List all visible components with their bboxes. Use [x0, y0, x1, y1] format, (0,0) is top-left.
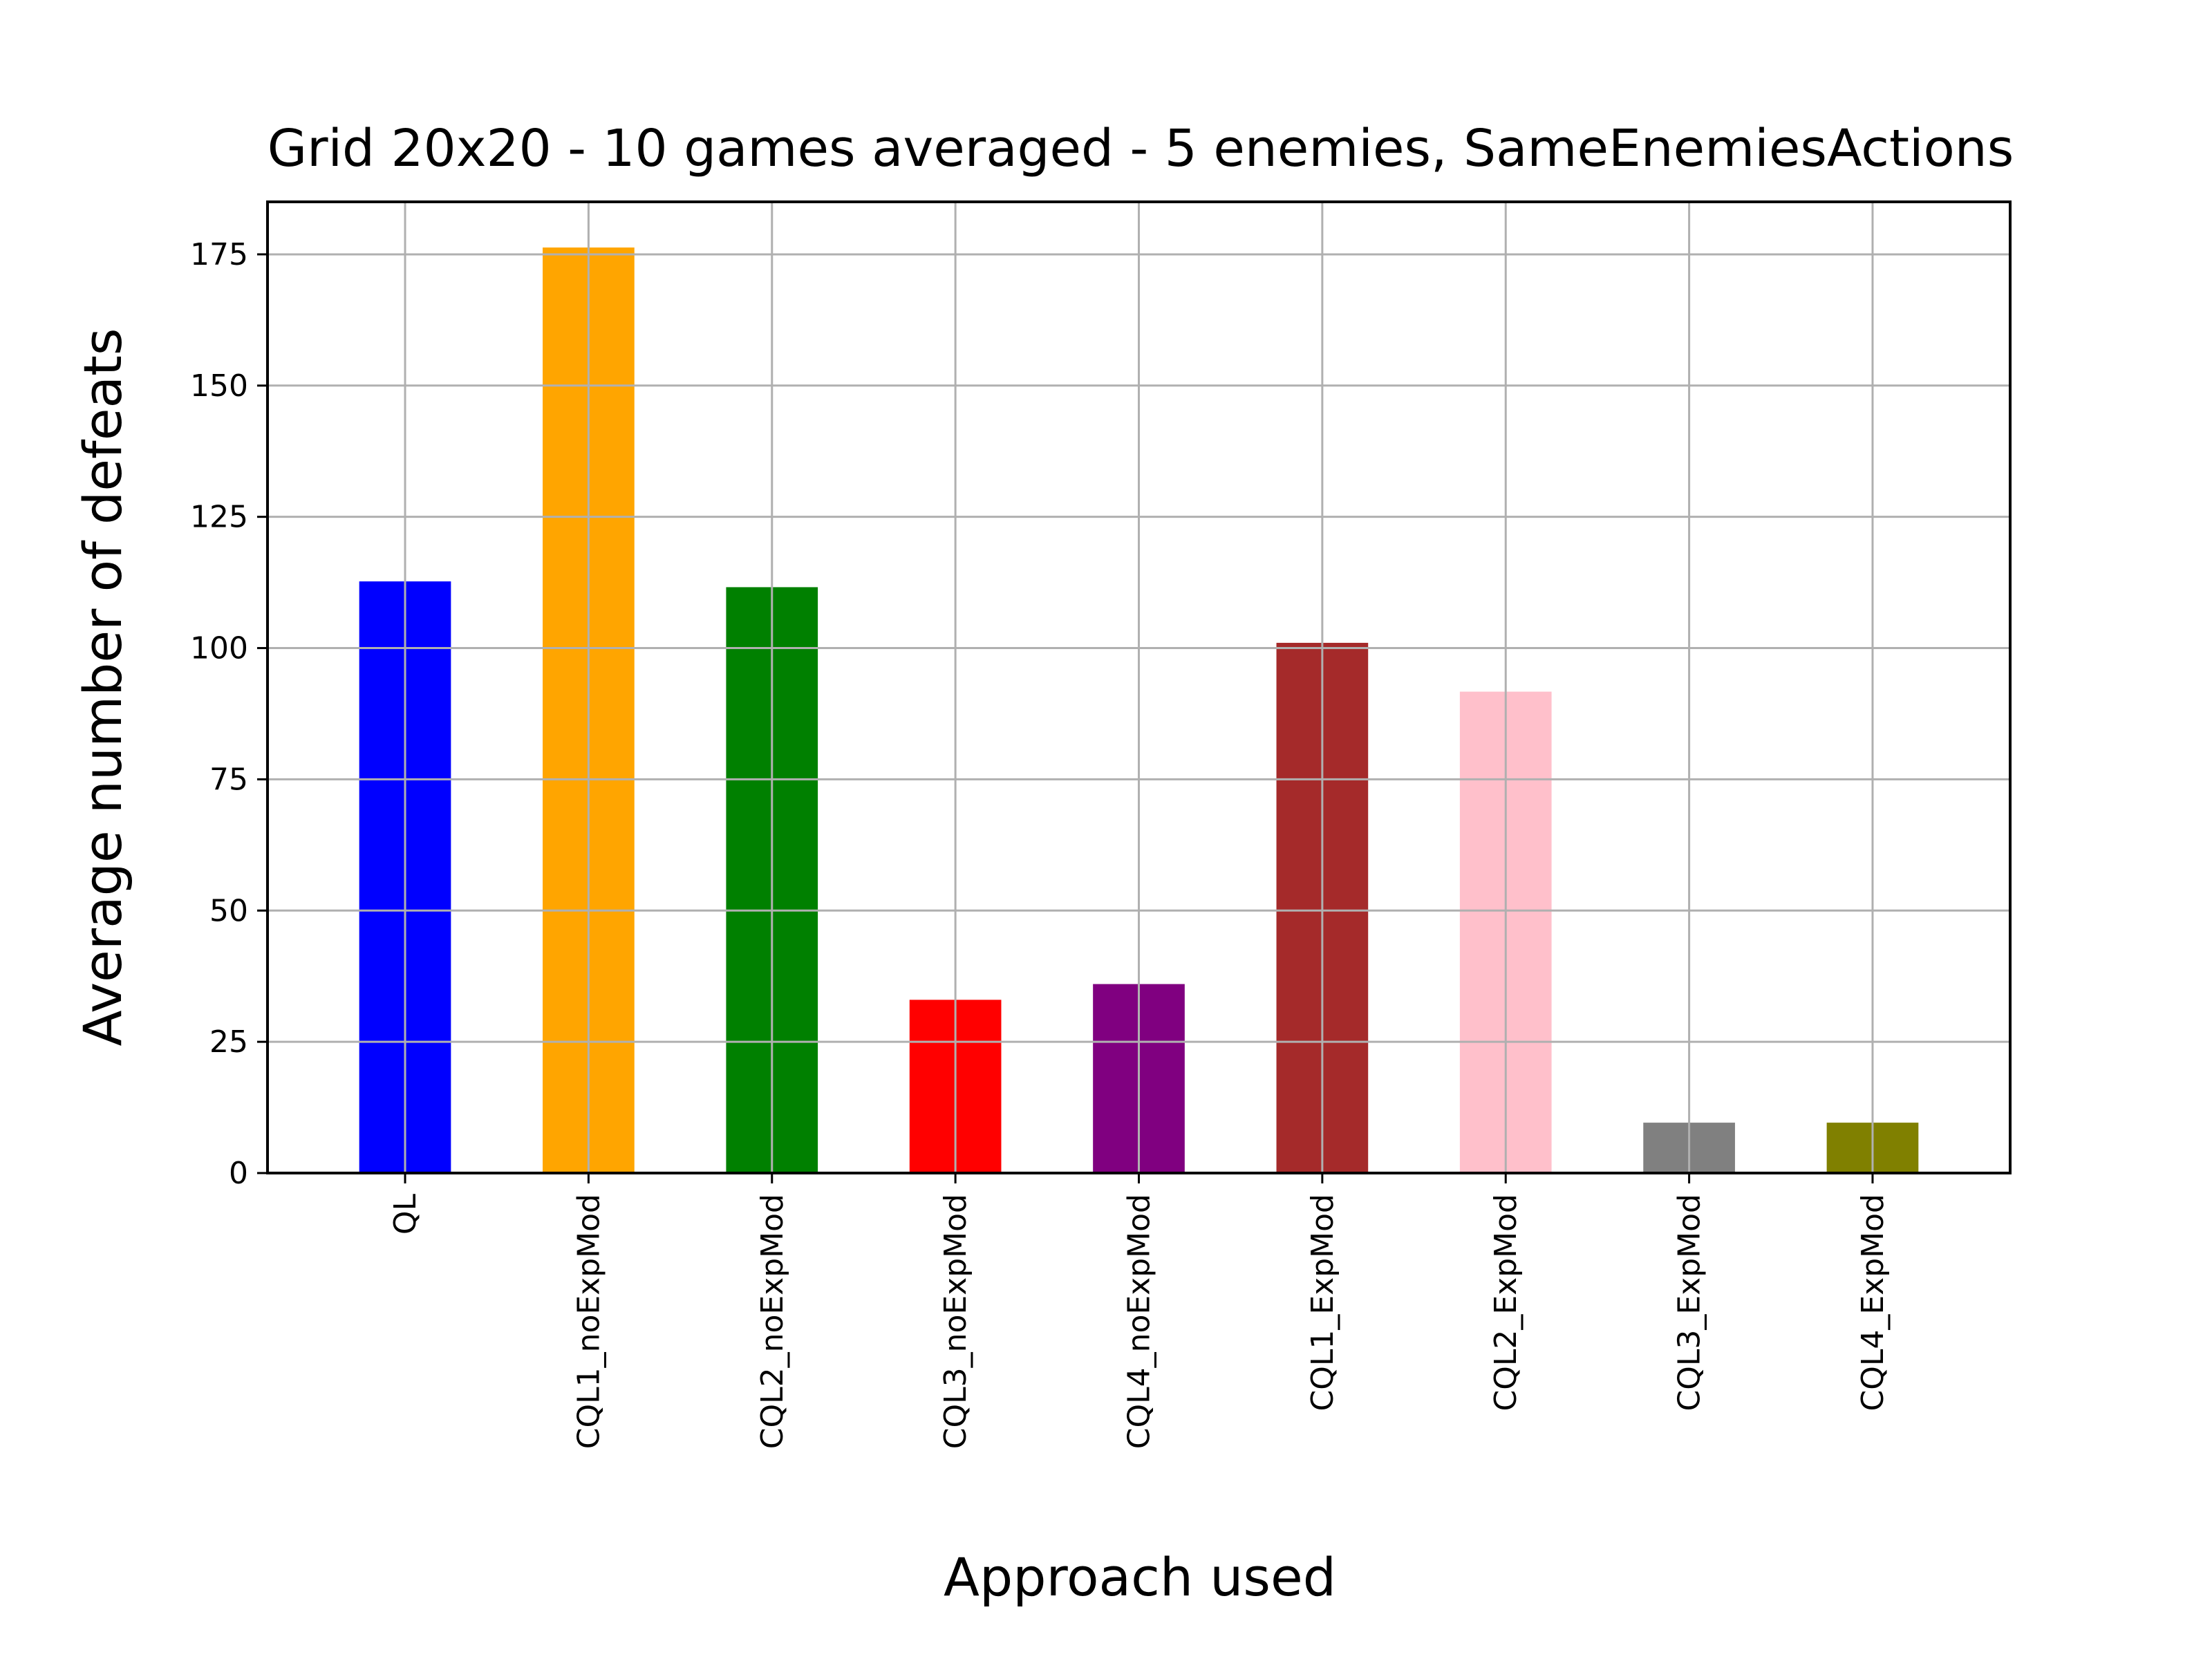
- x-axis-ticks: QL CQL1_noExpMod CQL2_noExpMod CQL3_noExpMo…: [388, 1173, 1891, 1449]
- x-tick-label: CQL4_ExpMod: [1855, 1194, 1891, 1411]
- grid-lines: [268, 202, 2010, 1174]
- chart-title: Grid 20x20 - 10 games averaged - 5 enemi…: [268, 119, 2014, 178]
- x-tick-label: CQL4_noExpMod: [1122, 1194, 1157, 1449]
- plot-frame: [266, 200, 2012, 1174]
- x-tick-label: QL: [388, 1194, 423, 1235]
- x-tick-label: CQL2_noExpMod: [755, 1194, 790, 1449]
- y-tick-label: 125: [190, 500, 248, 535]
- x-axis-label: Approach used: [944, 1546, 1336, 1608]
- y-tick-label: 75: [209, 762, 248, 797]
- y-tick-label: 50: [209, 893, 248, 928]
- y-tick-label: 0: [229, 1156, 248, 1191]
- y-axis-label: Average number of defeats: [72, 328, 133, 1047]
- y-axis-ticks: 0 25 50 75 100 125 150 175: [190, 237, 268, 1191]
- x-tick-label: CQL1_noExpMod: [571, 1194, 606, 1449]
- x-tick-label: CQL3_ExpMod: [1672, 1194, 1707, 1411]
- x-tick-label: CQL2_ExpMod: [1488, 1194, 1524, 1411]
- x-tick-label: CQL3_noExpMod: [938, 1194, 973, 1449]
- y-tick-label: 175: [190, 237, 248, 272]
- y-tick-label: 150: [190, 368, 248, 404]
- y-tick-label: 100: [190, 631, 248, 666]
- x-tick-label: CQL1_ExpMod: [1305, 1194, 1340, 1411]
- y-tick-label: 25: [209, 1024, 248, 1060]
